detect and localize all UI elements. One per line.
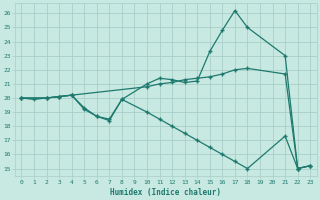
- X-axis label: Humidex (Indice chaleur): Humidex (Indice chaleur): [110, 188, 221, 197]
